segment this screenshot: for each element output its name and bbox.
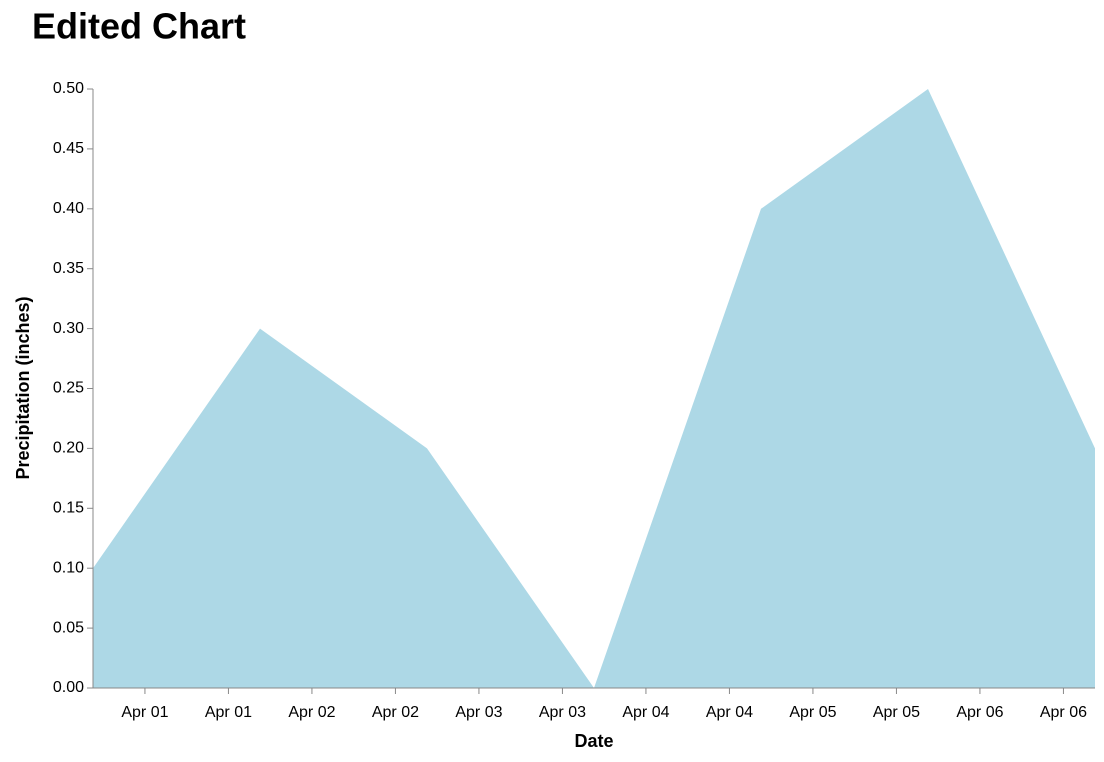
x-tick-label: Apr 05 — [873, 704, 920, 721]
y-tick-label: 0.20 — [53, 440, 84, 457]
y-tick-label: 0.25 — [53, 380, 84, 397]
x-tick-label: Apr 04 — [622, 704, 669, 721]
x-tick-label: Apr 04 — [706, 704, 753, 721]
y-tick-label: 0.00 — [53, 679, 84, 696]
x-tick-label: Apr 03 — [539, 704, 586, 721]
x-tick-label: Apr 06 — [956, 704, 1003, 721]
area — [93, 89, 1095, 688]
y-tick-label: 0.15 — [53, 500, 84, 517]
x-axis-title: Date — [574, 731, 613, 751]
x-tick-label: Apr 01 — [205, 704, 252, 721]
y-tick-label: 0.40 — [53, 200, 84, 217]
x-tick-label: Apr 01 — [121, 704, 168, 721]
y-tick-label: 0.30 — [53, 320, 84, 337]
y-tick-label: 0.45 — [53, 140, 84, 157]
x-tick-label: Apr 02 — [288, 704, 335, 721]
x-tick-label: Apr 05 — [789, 704, 836, 721]
y-axis-title: Precipitation (inches) — [13, 296, 33, 479]
chart-title: Edited Chart — [32, 6, 246, 47]
x-tick-label: Apr 02 — [372, 704, 419, 721]
y-tick-label: 0.05 — [53, 619, 84, 636]
x-tick-label: Apr 06 — [1040, 704, 1087, 721]
y-tick-label: 0.35 — [53, 260, 84, 277]
y-tick-label: 0.50 — [53, 80, 84, 97]
x-tick-label: Apr 03 — [455, 704, 502, 721]
y-tick-label: 0.10 — [53, 559, 84, 576]
